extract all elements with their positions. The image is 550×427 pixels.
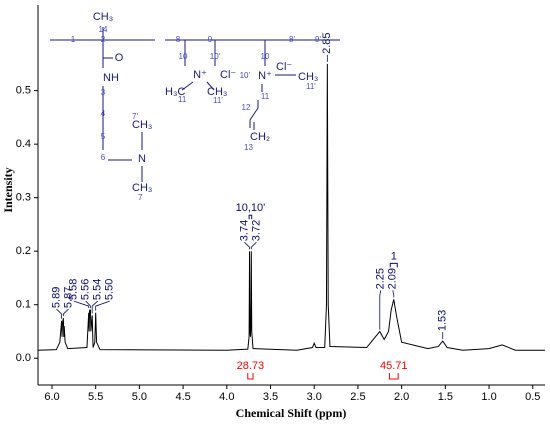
peak-label: 3.72 (250, 220, 262, 241)
atom-number: 8 (176, 35, 181, 44)
x-tick-label: 5.0 (132, 391, 147, 403)
x-tick-label: 2.0 (394, 391, 409, 403)
atom: CH₃ (298, 71, 318, 83)
group-label: 1 (391, 250, 397, 262)
peak-leader (56, 308, 63, 319)
atom: N (138, 153, 146, 165)
y-tick-label: 0.1 (16, 299, 31, 311)
peak-leader (392, 290, 395, 298)
y-tick-label: 0.3 (16, 192, 31, 204)
y-tick-label: 0.4 (16, 138, 31, 150)
peak-leader (379, 290, 382, 330)
peak-label: 3.74 (238, 220, 250, 241)
atom: N⁺ (193, 69, 207, 81)
peak-label: 5.89 (50, 287, 62, 308)
peak-leader (62, 308, 69, 317)
atom: CH₃ (132, 119, 152, 131)
atom: Cl⁻ (220, 69, 236, 81)
atom-number: 9' (315, 35, 321, 44)
x-tick-label: 2.5 (350, 391, 365, 403)
peak-label: 2.09 (387, 268, 399, 289)
atom: N⁺ (258, 70, 272, 82)
bonds (50, 27, 340, 182)
y-axis-title: Intensity (1, 167, 15, 212)
group-label: 10,10' (236, 202, 266, 214)
atom-number: 5 (101, 132, 106, 141)
atom: H₃C (165, 86, 185, 98)
peak-label: 2.25 (375, 268, 387, 289)
atom-number: 1 (71, 35, 76, 44)
atom: O (115, 52, 124, 64)
x-tick-label: 4.0 (219, 391, 234, 403)
atom-number: 13 (244, 143, 253, 152)
atom-number: 14 (99, 25, 108, 34)
peak-leader (95, 300, 110, 311)
atom: NH (103, 72, 119, 84)
peak-leader (250, 241, 257, 250)
atom-number: 9 (208, 35, 213, 44)
peak-leader (244, 241, 250, 250)
peak-label: 5.87 (62, 287, 74, 308)
atom-number: 10 (261, 52, 270, 61)
x-tick-label: 1.5 (438, 391, 453, 403)
spectrum (37, 63, 545, 351)
atom-number: 10 (179, 52, 188, 61)
group-bracket (248, 214, 253, 220)
peak-label: 5.54 (92, 279, 104, 300)
x-tick-label: 0.5 (525, 391, 540, 403)
atom-number: 6 (101, 153, 106, 162)
peak-label: 2.85 (321, 32, 333, 53)
group-bracket (389, 262, 398, 268)
peak-label: 5.56 (80, 279, 92, 300)
integral-bracket (247, 373, 254, 380)
peak-label: 5.50 (104, 279, 116, 300)
x-tick-label: 6.0 (44, 391, 59, 403)
y-tick-label: 0.5 (16, 85, 31, 97)
peak-leader (73, 300, 90, 309)
x-axis-title: Chemical Shift (ppm) (236, 406, 347, 420)
atom-number: 10' (240, 71, 251, 80)
structure: CH₃ 14 1 2 O NH 3 4 5 6 N CH₃ 7' CH₃ 7 8… (50, 11, 340, 202)
atom-number: 11 (178, 95, 187, 104)
y-tick-label: 0.0 (16, 352, 31, 364)
atom-number: 4 (101, 109, 106, 118)
atom: CH₃ (132, 182, 152, 194)
y-tick-label: 0.2 (16, 245, 31, 257)
x-tick-label: 5.5 (88, 391, 103, 403)
peak-label: 5.58 (68, 279, 80, 300)
atom: CH₃ (93, 11, 113, 23)
atom-number: 8' (289, 35, 295, 44)
x-tick-label: 3.0 (307, 391, 322, 403)
atom-number: 12 (242, 103, 251, 112)
peak-leader (91, 300, 99, 314)
atom: CH₂ (250, 131, 270, 143)
integral-bracket (388, 373, 399, 380)
atom-number: 2 (101, 35, 106, 44)
atom-number: 3 (101, 88, 106, 97)
atom-number: 10' (210, 52, 221, 61)
atom-number: 11' (213, 96, 223, 105)
integral-label: 28.73 (237, 360, 265, 372)
integral-label: 45.71 (380, 360, 408, 372)
atom-number: 7 (138, 193, 143, 202)
peak-label: 1.53 (437, 310, 449, 331)
atom-number: 11' (306, 82, 316, 91)
x-tick-label: 4.5 (175, 391, 190, 403)
x-tick-label: 1.0 (481, 391, 496, 403)
atom: Cl⁻ (276, 61, 292, 73)
peak-leader (85, 300, 91, 309)
atom-number: 11 (261, 92, 270, 101)
x-tick-label: 3.5 (263, 391, 278, 403)
atom: CH₃ (207, 86, 227, 98)
atom-number: 7' (132, 112, 138, 121)
